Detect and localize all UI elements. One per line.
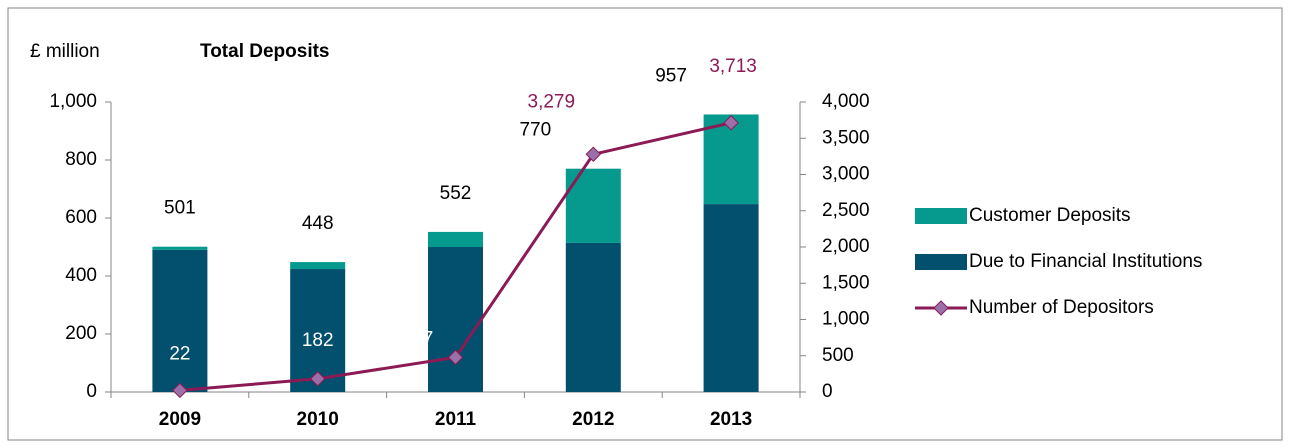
- bar-segment: [152, 249, 208, 392]
- y-tick-label: 200: [65, 323, 97, 344]
- line-marker: [447, 349, 464, 366]
- bar-segment: [152, 246, 208, 250]
- y-axis-label: £ million: [30, 41, 100, 62]
- total-label: 770: [519, 120, 551, 141]
- y-tick-label: 0: [86, 381, 97, 402]
- line-value-label: 3,279: [528, 91, 576, 112]
- y2-tick-label: 3,000: [822, 164, 870, 185]
- legend-marker: [933, 300, 949, 316]
- line-marker: [723, 115, 739, 131]
- y2-tick-label: 1,500: [822, 272, 870, 293]
- total-label: 957: [655, 65, 687, 86]
- line-value-label: 22: [169, 343, 190, 364]
- x-tick-label: 2012: [572, 409, 614, 430]
- legend-swatch: [915, 254, 967, 270]
- line-marker: [172, 382, 188, 399]
- line-value-label: 477: [402, 328, 434, 349]
- line-value-label: 3,713: [709, 56, 757, 77]
- legend-label: Customer Deposits: [969, 205, 1131, 226]
- x-tick-label: 2011: [435, 409, 477, 430]
- total-label: 552: [440, 183, 472, 204]
- y-tick-label: 600: [65, 207, 97, 228]
- y2-tick-label: 500: [822, 345, 854, 366]
- x-tick-label: 2013: [710, 409, 752, 430]
- y-tick-label: 800: [65, 149, 97, 170]
- bar-segment: [703, 204, 759, 392]
- bar-segment: [290, 262, 346, 270]
- x-tick-label: 2010: [297, 409, 339, 430]
- line-marker: [585, 146, 602, 163]
- y2-tick-label: 2,500: [822, 200, 870, 221]
- legend-label: Number of Depositors: [969, 297, 1154, 318]
- legend-swatch: [915, 208, 967, 224]
- y2-tick-label: 0: [822, 381, 833, 402]
- bar-segment: [428, 231, 483, 247]
- chart-title: Total Deposits: [200, 41, 330, 62]
- total-label: 501: [164, 198, 196, 219]
- line-marker: [309, 371, 326, 387]
- y2-tick-label: 2,000: [822, 236, 870, 257]
- chart-border: [7, 7, 1283, 441]
- y-tick-label: 400: [65, 265, 97, 286]
- total-label: 448: [302, 213, 334, 234]
- y-tick-label: 1,000: [49, 91, 97, 112]
- line-value-label: 182: [302, 330, 334, 351]
- bar-segment: [565, 168, 621, 243]
- y2-tick-label: 3,500: [822, 127, 870, 148]
- x-tick-label: 2009: [159, 409, 201, 430]
- y2-tick-label: 4,000: [822, 91, 870, 112]
- legend-label: Due to Financial Institutions: [969, 251, 1202, 272]
- bar-segment: [565, 242, 621, 392]
- bar-segment: [428, 247, 483, 392]
- y2-tick-label: 1,000: [822, 309, 870, 330]
